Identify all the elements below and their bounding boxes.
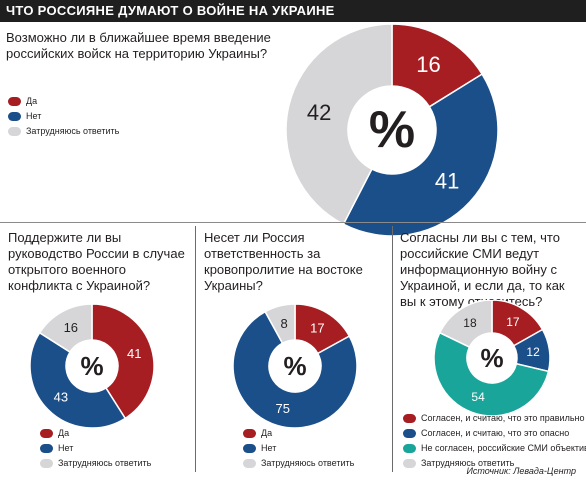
legend-4-swatch xyxy=(403,429,416,438)
legend-3-swatch xyxy=(243,429,256,438)
pie-4-center-label: % xyxy=(480,343,503,373)
question-3: Несет ли Россия ответственность за крово… xyxy=(204,230,363,293)
legend-1-swatch xyxy=(8,127,21,136)
divider-horizontal xyxy=(0,222,586,223)
pie-4-value-label-3: 18 xyxy=(463,316,477,330)
divider-vertical-2 xyxy=(392,226,393,472)
legend-4-label: Не согласен, российские СМИ объективны xyxy=(421,443,586,453)
legend-1-label: Затрудняюсь ответить xyxy=(26,126,120,136)
legend-4-swatch xyxy=(403,414,416,423)
pie-1-value-label-0: 16 xyxy=(416,52,440,77)
pie-4-slice-2 xyxy=(433,331,550,417)
question-4: Согласны ли вы с тем, что российские СМИ… xyxy=(400,230,565,309)
pie-4-value-label-0: 17 xyxy=(506,315,520,329)
pie-3-value-label-0: 17 xyxy=(310,321,324,336)
pie-2-slice-2 xyxy=(38,303,93,354)
question-2: Поддержите ли вы руководство России в сл… xyxy=(8,230,185,293)
source-note: Источник: Левада-Центр xyxy=(466,466,576,476)
legend-3-label: Затрудняюсь ответить xyxy=(261,458,355,468)
legend-1-label: Нет xyxy=(26,111,42,121)
legend-2-swatch xyxy=(40,429,53,438)
legend-2-label: Нет xyxy=(58,443,74,453)
pie-chart-3: 17 75 8% xyxy=(232,303,358,429)
legend-4-label: Затрудняюсь ответить xyxy=(421,458,515,468)
pie-3-value-label-2: 8 xyxy=(280,316,287,331)
pie-2-slice-1 xyxy=(29,331,127,429)
pie-3-value-label-1: 75 xyxy=(275,401,289,416)
legend-3-label: Нет xyxy=(261,443,277,453)
pie-1-slice-2 xyxy=(285,23,393,226)
legend-3-label: Да xyxy=(261,428,273,438)
pie-chart-1: 16 41 42% xyxy=(285,23,499,237)
legend-4-swatch xyxy=(403,459,416,468)
legend-4-swatch xyxy=(403,444,416,453)
legend-1-swatch xyxy=(8,112,21,121)
question-1: Возможно ли в ближайшее время введение р… xyxy=(6,30,271,61)
divider-vertical-1 xyxy=(195,226,196,472)
legend-3-swatch xyxy=(243,444,256,453)
pie-4-slice-3 xyxy=(438,300,493,349)
pie-2-center-label: % xyxy=(80,351,103,381)
legend-4-label: Согласен, и считаю, что это правильно xyxy=(421,413,585,423)
legend-2-swatch xyxy=(40,444,53,453)
pie-3-center-label: % xyxy=(283,351,306,381)
pie-2-value-label-2: 16 xyxy=(64,320,78,335)
pie-1-slice-1 xyxy=(342,73,499,237)
pie-4-value-label-1: 12 xyxy=(526,345,540,359)
pie-1-value-label-1: 41 xyxy=(435,168,459,193)
header-bar: ЧТО РОССИЯНЕ ДУМАЮТ О ВОЙНЕ НА УКРАИНЕ xyxy=(0,0,586,22)
pie-chart-2: 41 43 16% xyxy=(29,303,155,429)
pie-1-value-label-2: 42 xyxy=(307,100,331,125)
legend-1-swatch xyxy=(8,97,21,106)
legend-4-label: Согласен, и считаю, что это опасно xyxy=(421,428,570,438)
pie-2-value-label-0: 41 xyxy=(127,346,141,361)
pie-1-center-label: % xyxy=(369,101,415,159)
pie-4-value-label-2: 54 xyxy=(471,390,485,404)
pie-3-slice-1 xyxy=(232,310,358,429)
pie-3-slice-2 xyxy=(264,303,296,345)
legend-3-swatch xyxy=(243,459,256,468)
legend-2-label: Затрудняюсь ответить xyxy=(58,458,152,468)
legend-2-swatch xyxy=(40,459,53,468)
pie-chart-4: 17 12 54 18% xyxy=(433,300,551,417)
page-title: ЧТО РОССИЯНЕ ДУМАЮТ О ВОЙНЕ НА УКРАИНЕ xyxy=(6,3,335,18)
legend-1-label: Да xyxy=(26,96,38,106)
pie-2-value-label-1: 43 xyxy=(54,390,68,405)
legend-2-label: Да xyxy=(58,428,70,438)
